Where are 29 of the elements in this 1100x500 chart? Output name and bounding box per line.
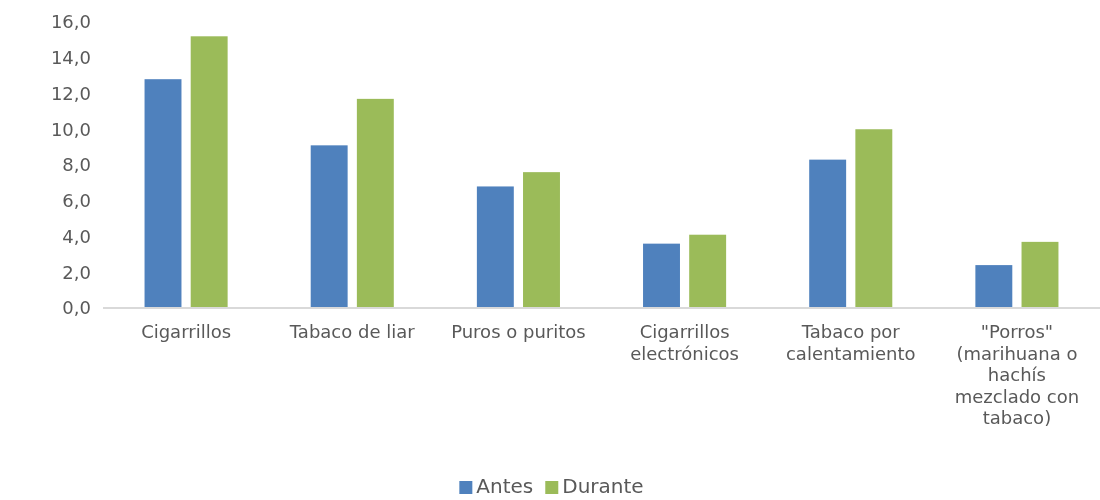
y-tick-label: 4,0 bbox=[62, 225, 91, 247]
bar bbox=[476, 186, 514, 308]
x-tick-label: "Porros" (marihuana o hachís mezclado con tabaco) bbox=[954, 321, 1080, 429]
bar bbox=[855, 129, 893, 308]
bar bbox=[144, 79, 182, 308]
y-tick-label: 0,0 bbox=[62, 297, 91, 319]
y-tick-label: 8,0 bbox=[62, 154, 91, 176]
legend-label: Antes bbox=[476, 474, 534, 498]
bar bbox=[1021, 241, 1059, 308]
bar bbox=[809, 159, 847, 308]
y-tick-label: 2,0 bbox=[62, 261, 91, 283]
bar bbox=[975, 265, 1013, 308]
y-tick-label: 16,0 bbox=[50, 11, 91, 33]
y-tick-label: 6,0 bbox=[62, 190, 91, 212]
y-tick-label: 12,0 bbox=[50, 82, 91, 104]
legend-label: Durante bbox=[562, 474, 644, 498]
x-tick-label: Tabaco por calentamiento bbox=[785, 321, 916, 364]
x-tick-label: Cigarrillos electrónicos bbox=[630, 321, 739, 364]
bar bbox=[310, 145, 348, 308]
x-tick-label: Tabaco de liar bbox=[288, 321, 416, 342]
bar bbox=[190, 36, 228, 308]
y-tick-label: 14,0 bbox=[50, 47, 91, 69]
bar bbox=[356, 98, 394, 308]
bar bbox=[523, 172, 560, 308]
bar bbox=[689, 234, 727, 308]
x-tick-label: Cigarrillos bbox=[141, 321, 232, 342]
x-tick-label: Puros o puritos bbox=[451, 321, 586, 342]
bar bbox=[643, 243, 680, 308]
y-tick-label: 10,0 bbox=[50, 118, 91, 140]
